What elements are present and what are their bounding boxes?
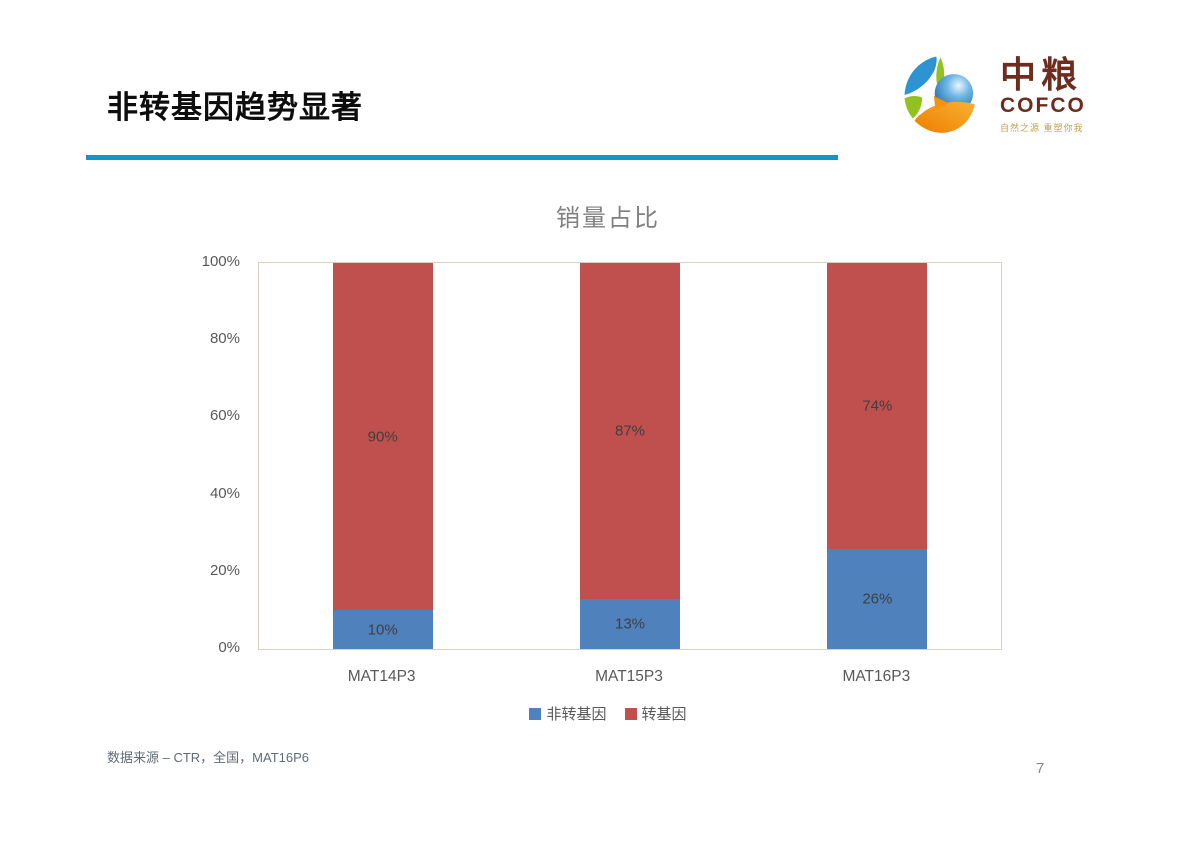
y-axis-tick-label: 20% xyxy=(209,561,240,579)
bar-value-label: 13% xyxy=(614,615,646,633)
chart-title: 销量占比 xyxy=(556,205,660,232)
bar-segment xyxy=(580,263,680,599)
bar-segment xyxy=(580,598,680,649)
legend-item: 非转基因 xyxy=(529,703,607,724)
bar-value-label: 90% xyxy=(367,428,398,446)
title-underline xyxy=(86,155,838,160)
logo-tagline: 自然之源 重塑你我 xyxy=(1000,123,1084,133)
x-axis-label: MAT15P3 xyxy=(595,668,663,685)
legend-swatch-icon xyxy=(529,707,542,720)
x-axis-label: MAT14P3 xyxy=(347,668,416,685)
bar-value-label: 87% xyxy=(614,422,646,440)
bar-segment xyxy=(827,548,928,649)
y-axis-tick-label: 0% xyxy=(218,639,240,656)
chart-legend: 非转基因 转基因 xyxy=(188,703,1028,724)
legend-label: 非转基因 xyxy=(546,706,607,723)
bar-value-label: 10% xyxy=(367,621,398,639)
cofco-logo: 中粮 COFCO 自然之源 重塑你我 xyxy=(896,48,1106,153)
cofco-wordmark: 中粮 COFCO 自然之源 重塑你我 xyxy=(1000,56,1086,134)
page-title: 非转基因趋势显著 xyxy=(107,90,363,125)
logo-english-name: COFCO xyxy=(1000,94,1086,117)
sales-share-chart: 销量占比 10% 90% 13% 87% 26% 74% 非转基因 转基因 0% 20% 40%… xyxy=(188,196,1028,756)
legend-item: 转基因 xyxy=(624,703,687,724)
bar-segment xyxy=(332,610,433,649)
bar-value-label: 74% xyxy=(862,397,893,415)
bar-segment xyxy=(827,263,928,549)
y-axis-tick-label: 40% xyxy=(209,484,240,502)
page-number: 7 xyxy=(1036,760,1045,777)
logo-chinese-name: 中粮 xyxy=(1000,54,1083,95)
x-axis-label: MAT16P3 xyxy=(842,668,911,685)
y-axis-tick-label: 100% xyxy=(201,253,240,270)
data-source-note: 数据来源 – CTR，全国，MAT16P6 xyxy=(107,750,310,765)
legend-swatch-icon xyxy=(624,707,637,720)
bar-segment xyxy=(332,263,433,611)
plot-area: 10% 90% 13% 87% 26% 74% xyxy=(258,262,1002,650)
y-axis-tick-label: 80% xyxy=(209,330,240,348)
cofco-cube-icon xyxy=(904,56,975,133)
bar-value-label: 26% xyxy=(862,590,893,608)
legend-label: 转基因 xyxy=(641,706,687,723)
y-axis-tick-label: 60% xyxy=(209,407,240,425)
